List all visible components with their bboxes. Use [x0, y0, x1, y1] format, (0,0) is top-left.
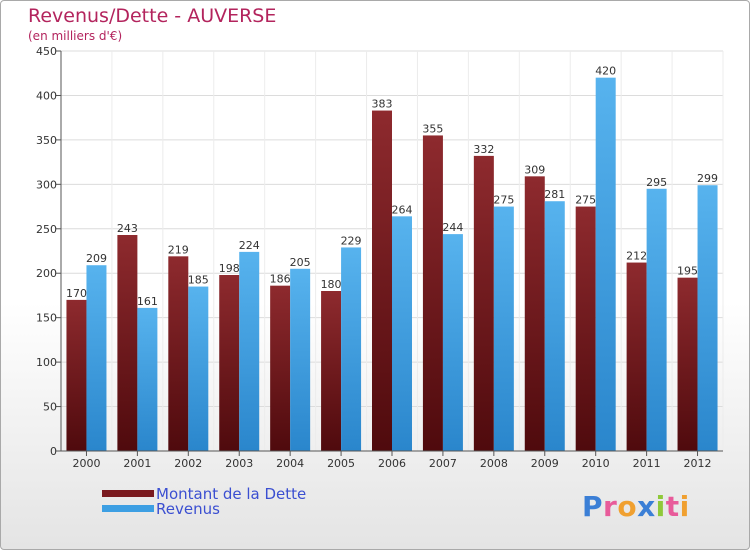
x-tick-label: 2000	[72, 457, 100, 470]
y-axis: 0 50 100 150 200 250 300 350 400 450	[36, 45, 62, 458]
data-label-dette: 355	[422, 122, 443, 135]
y-tick-label: 400	[36, 89, 57, 102]
legend-swatch-revenus	[102, 505, 154, 512]
chart-subtitle: (en milliers d'€)	[28, 29, 123, 43]
data-label-dette: 219	[168, 243, 189, 256]
y-tick-label: 450	[36, 45, 57, 58]
bar-dette	[626, 262, 647, 451]
data-label-revenus: 295	[646, 176, 667, 189]
bar-revenus	[86, 265, 107, 451]
data-label-revenus: 205	[290, 256, 311, 269]
x-axis: 2000 2001 2002 2003 2004 2005 2006 2007 2008 2009…	[61, 450, 723, 470]
y-tick-label: 100	[36, 356, 57, 369]
data-label-dette: 170	[66, 287, 87, 300]
data-label-revenus: 229	[341, 234, 362, 247]
bars: 170 209 243 161 219 185 198 224 186 205 180 229 383 2…	[66, 65, 718, 452]
x-tick-label: 2003	[225, 457, 253, 470]
x-tick-label: 2002	[174, 457, 202, 470]
data-label-revenus: 275	[493, 194, 514, 207]
bar-revenus	[239, 251, 260, 451]
bar-revenus	[493, 206, 514, 451]
data-label-revenus: 244	[442, 221, 463, 234]
x-tick-label: 2005	[327, 457, 355, 470]
data-label-dette: 195	[677, 265, 698, 278]
bar-dette	[473, 155, 494, 451]
bar-revenus	[392, 216, 412, 451]
y-tick-label: 350	[36, 134, 57, 147]
x-tick-label: 2007	[429, 457, 457, 470]
data-label-dette: 186	[270, 273, 291, 286]
bar-dette	[270, 285, 291, 451]
y-tick-label: 50	[43, 401, 57, 414]
data-label-dette: 332	[473, 143, 494, 156]
bar-dette	[677, 277, 698, 451]
bar-revenus	[595, 77, 616, 452]
bar-dette	[372, 110, 392, 452]
y-tick-label: 200	[36, 267, 57, 280]
bar-dette	[168, 256, 189, 451]
bar-revenus	[646, 188, 667, 451]
data-label-revenus: 264	[392, 203, 413, 216]
data-label-revenus: 209	[86, 252, 107, 265]
bar-dette	[321, 291, 342, 451]
bar-revenus	[697, 185, 718, 451]
data-label-dette: 212	[626, 250, 647, 263]
bar-dette	[575, 206, 596, 451]
bar-dette	[524, 176, 545, 452]
data-label-revenus: 185	[188, 274, 209, 287]
data-label-dette: 383	[372, 98, 393, 111]
x-tick-label: 2011	[633, 457, 661, 470]
y-tick-label: 150	[36, 312, 57, 325]
data-label-dette: 180	[321, 278, 342, 291]
bar-revenus	[544, 201, 565, 451]
data-label-revenus: 281	[544, 188, 565, 201]
legend-label-debt: Montant de la Dette	[156, 485, 307, 503]
legend-swatch-debt	[102, 490, 154, 497]
chart-title: Revenus/Dette - AUVERSE	[28, 5, 277, 27]
bar-revenus	[137, 307, 158, 451]
proxiti-logo: Proxiti	[582, 490, 690, 523]
bar-revenus	[442, 234, 463, 451]
bar-dette	[219, 275, 240, 451]
y-tick-label: 0	[50, 445, 57, 458]
bar-revenus	[290, 268, 311, 451]
data-label-dette: 275	[575, 194, 596, 207]
y-tick-label: 300	[36, 178, 57, 191]
x-tick-label: 2004	[276, 457, 304, 470]
legend-label-revenus: Revenus	[156, 500, 220, 518]
data-label-dette: 243	[117, 222, 138, 235]
x-tick-label: 2008	[480, 457, 508, 470]
bar-dette	[117, 235, 138, 451]
y-tick-label: 250	[36, 223, 57, 236]
data-label-revenus: 224	[239, 239, 260, 252]
data-label-dette: 198	[219, 262, 240, 275]
data-label-revenus: 161	[137, 295, 158, 308]
data-label-revenus: 299	[697, 172, 718, 185]
data-label-dette: 309	[524, 163, 545, 176]
x-tick-label: 2001	[123, 457, 151, 470]
data-label-revenus: 420	[595, 65, 616, 78]
bar-dette	[66, 299, 87, 451]
x-tick-label: 2009	[531, 457, 559, 470]
x-tick-label: 2006	[378, 457, 406, 470]
bar-revenus	[188, 286, 209, 451]
x-tick-label: 2010	[582, 457, 610, 470]
x-tick-label: 2012	[684, 457, 712, 470]
bar-dette	[422, 135, 443, 451]
bar-revenus	[341, 247, 362, 451]
